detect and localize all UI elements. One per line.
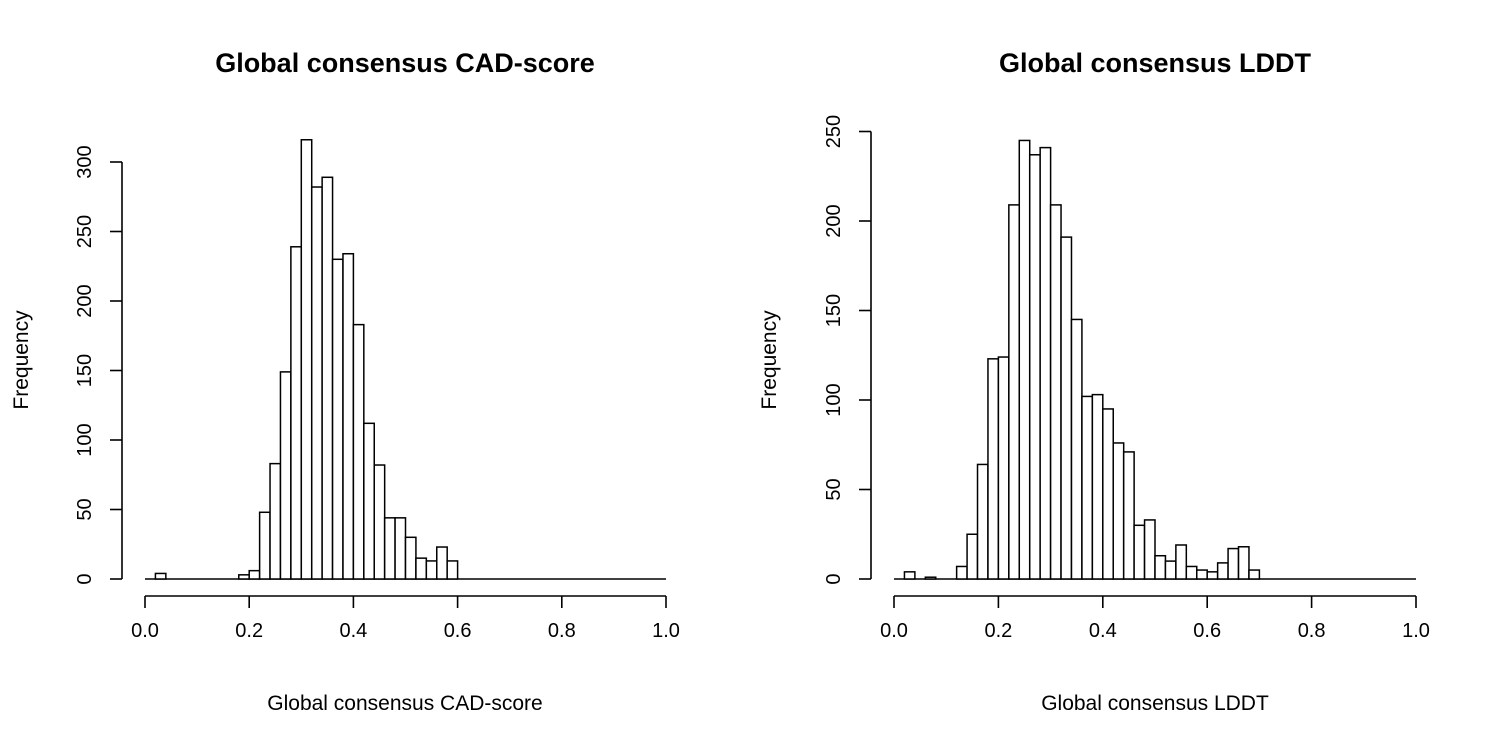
lddt-x-tick-label: 1.0 bbox=[1402, 620, 1430, 642]
cad-score-bar bbox=[258, 511, 271, 580]
lddt-bar bbox=[1175, 544, 1188, 580]
cad-score-x-tick-label: 0.6 bbox=[444, 620, 472, 642]
lddt-bar bbox=[1143, 519, 1156, 580]
lddt-bar bbox=[1216, 562, 1229, 580]
cad-score-bar bbox=[269, 462, 282, 580]
cad-score-bar bbox=[352, 323, 365, 580]
cad-score-axes: 0.0 0.2 0.4 0.6 0.8 1.0 0 50 100 150 200 250 300 bbox=[74, 145, 680, 642]
lddt-bar bbox=[1039, 146, 1052, 580]
cad-score-bar bbox=[342, 252, 355, 580]
lddt-x-tick-label: 0.6 bbox=[1193, 620, 1221, 642]
lddt-y-tick-label: 0 bbox=[823, 573, 845, 584]
lddt-y-tick-label: 200 bbox=[823, 204, 845, 237]
lddt-bar bbox=[976, 463, 989, 580]
lddt-y-tick-label: 150 bbox=[823, 294, 845, 327]
cad-score-histogram-panel: Global consensus CAD-score Global consen… bbox=[10, 48, 680, 715]
lddt-bar bbox=[1091, 393, 1104, 580]
lddt-bar bbox=[955, 565, 968, 580]
lddt-histogram-panel: Global consensus LDDT Global consensus L… bbox=[758, 48, 1430, 715]
lddt-bars bbox=[894, 139, 1416, 580]
cad-score-x-tick-label: 0.4 bbox=[339, 620, 367, 642]
cad-score-y-axis-label: Frequency bbox=[10, 310, 33, 410]
lddt-y-tick-label: 250 bbox=[823, 115, 845, 148]
cad-score-y-tick-label: 0 bbox=[74, 573, 96, 584]
lddt-bar bbox=[1164, 560, 1177, 580]
lddt-x-tick-label: 0.0 bbox=[880, 620, 908, 642]
lddt-bar bbox=[1028, 154, 1041, 580]
lddt-axes: 0.0 0.2 0.4 0.6 0.8 1.0 0 50 100 150 200 250 bbox=[823, 115, 1430, 642]
cad-score-bar bbox=[321, 176, 334, 580]
cad-score-bar bbox=[238, 574, 250, 580]
lddt-bar bbox=[1227, 547, 1240, 580]
cad-score-x-tick-label: 0.0 bbox=[131, 620, 159, 642]
cad-score-bars bbox=[145, 139, 666, 580]
lddt-y-tick-label: 100 bbox=[823, 383, 845, 416]
cad-score-y-tick-label: 100 bbox=[74, 423, 96, 456]
lddt-bar bbox=[1154, 554, 1167, 580]
lddt-x-tick-label: 0.8 bbox=[1298, 620, 1326, 642]
lddt-bar bbox=[1049, 204, 1062, 580]
lddt-bar bbox=[1060, 236, 1073, 580]
lddt-bar bbox=[1185, 565, 1198, 580]
cad-score-bar bbox=[331, 258, 344, 580]
cad-score-bar bbox=[310, 186, 323, 580]
lddt-bar bbox=[1248, 569, 1261, 580]
cad-score-bar bbox=[436, 546, 448, 580]
cad-score-chart-title: Global consensus CAD-score bbox=[215, 48, 595, 78]
cad-score-y-tick-label: 50 bbox=[74, 498, 96, 520]
cad-score-bar bbox=[404, 536, 417, 580]
cad-score-x-tick-label: 0.2 bbox=[235, 620, 263, 642]
cad-score-bar bbox=[394, 517, 407, 580]
lddt-chart-title: Global consensus LDDT bbox=[999, 48, 1312, 78]
cad-score-bar bbox=[279, 371, 292, 580]
cad-score-x-tick-label: 1.0 bbox=[652, 620, 680, 642]
cad-score-bar bbox=[300, 139, 313, 580]
lddt-x-tick-label: 0.2 bbox=[984, 620, 1012, 642]
lddt-bar bbox=[1070, 318, 1083, 580]
lddt-bar bbox=[1112, 442, 1125, 580]
cad-score-bar bbox=[373, 464, 386, 580]
lddt-bar bbox=[1237, 546, 1250, 580]
cad-score-bar bbox=[415, 557, 428, 580]
cad-score-y-tick-label: 300 bbox=[74, 145, 96, 178]
lddt-bar bbox=[1133, 524, 1146, 580]
lddt-bar bbox=[1196, 569, 1208, 580]
cad-score-y-tick-label: 250 bbox=[74, 215, 96, 248]
cad-score-bar bbox=[446, 560, 459, 580]
cad-score-bar bbox=[154, 572, 167, 580]
cad-score-y-tick-label: 150 bbox=[74, 354, 96, 387]
lddt-bar bbox=[966, 533, 979, 580]
lddt-bar bbox=[997, 356, 1010, 580]
lddt-bar bbox=[1102, 408, 1114, 580]
cad-score-x-tick-label: 0.8 bbox=[548, 620, 576, 642]
lddt-bar bbox=[903, 571, 916, 580]
lddt-bar bbox=[1206, 571, 1219, 580]
lddt-x-tick-label: 0.4 bbox=[1089, 620, 1117, 642]
lddt-bar bbox=[1018, 139, 1031, 580]
lddt-bar bbox=[1008, 204, 1021, 580]
cad-score-bar bbox=[383, 517, 396, 580]
lddt-y-axis-label: Frequency bbox=[758, 310, 781, 410]
lddt-bar bbox=[1122, 451, 1135, 580]
lddt-y-tick-label: 50 bbox=[823, 478, 845, 500]
cad-score-bar bbox=[425, 560, 438, 580]
cad-score-bar bbox=[248, 569, 261, 580]
cad-score-bar bbox=[363, 422, 375, 580]
lddt-bar bbox=[987, 358, 1000, 580]
lddt-bar bbox=[1081, 395, 1094, 580]
cad-score-bar bbox=[290, 246, 303, 580]
cad-score-x-axis-label: Global consensus CAD-score bbox=[267, 692, 542, 715]
lddt-bar bbox=[924, 576, 937, 580]
cad-score-y-tick-label: 200 bbox=[74, 284, 96, 317]
lddt-x-axis-label: Global consensus LDDT bbox=[1041, 692, 1269, 715]
